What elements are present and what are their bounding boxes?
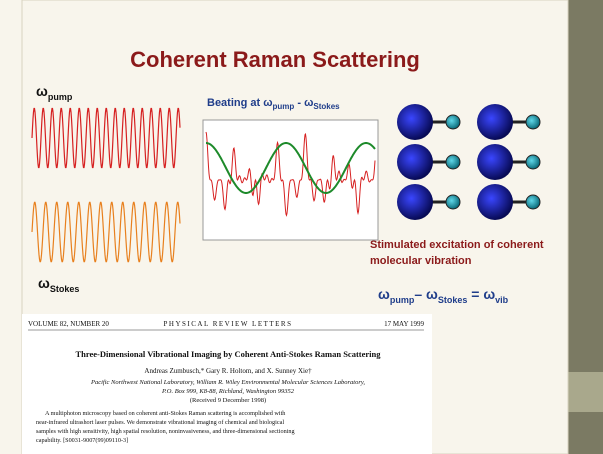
subscript: vib bbox=[495, 295, 509, 305]
atom-small bbox=[526, 115, 540, 129]
paper-journal: PHYSICAL REVIEW LETTERS bbox=[164, 320, 293, 328]
paper-received: (Received 9 December 1998) bbox=[190, 397, 266, 404]
symbol: ω bbox=[378, 286, 390, 302]
symbol: – ω bbox=[414, 286, 438, 302]
paper-date: 17 MAY 1999 bbox=[384, 320, 424, 328]
atom-small bbox=[446, 115, 460, 129]
paper-affiliation: Pacific Northwest National Laboratory, W… bbox=[90, 379, 365, 386]
page: Coherent Raman Scattering ωpump Beating … bbox=[0, 0, 603, 454]
side-bar-accent bbox=[568, 372, 603, 412]
subscript: pump bbox=[273, 102, 295, 111]
paper-abstract: samples with high sensitivity, high spat… bbox=[36, 428, 295, 435]
subscript: Stokes bbox=[313, 102, 340, 111]
paper-volume: VOLUME 82, NUMBER 20 bbox=[28, 320, 109, 328]
atom-large bbox=[477, 184, 513, 220]
atom-small bbox=[446, 155, 460, 169]
subscript: pump bbox=[390, 295, 415, 305]
slide-title: Coherent Raman Scattering bbox=[130, 47, 420, 72]
text: - ω bbox=[294, 97, 313, 109]
slide: Coherent Raman Scattering ωpump Beating … bbox=[0, 0, 603, 454]
paper-abstract: capability. [S0031-9007(99)09110-3] bbox=[36, 437, 128, 444]
subscript: Stokes bbox=[50, 284, 80, 294]
atom-small bbox=[526, 155, 540, 169]
symbol: ω bbox=[38, 275, 50, 291]
symbol: ω bbox=[36, 83, 48, 99]
atom-small bbox=[446, 195, 460, 209]
atom-large bbox=[477, 104, 513, 140]
atom-small bbox=[526, 195, 540, 209]
atom-large bbox=[397, 144, 433, 180]
subscript: Stokes bbox=[438, 295, 468, 305]
caption: Stimulated excitation of coherent bbox=[370, 239, 544, 251]
atom-large bbox=[397, 104, 433, 140]
paper-affiliation: P.O. Box 999, K8-88, Richland, Washingto… bbox=[161, 388, 295, 395]
caption: molecular vibration bbox=[370, 255, 472, 267]
paper-title: Three-Dimensional Vibrational Imaging by… bbox=[76, 349, 382, 359]
subscript: pump bbox=[48, 92, 73, 102]
atom-large bbox=[397, 184, 433, 220]
paper-authors: Andreas Zumbusch,* Gary R. Holtom, and X… bbox=[144, 367, 312, 375]
paper-abstract: A multiphoton microscopy based on cohere… bbox=[45, 410, 286, 417]
paper-abstract: near-infrared ultrashort laser pulses. W… bbox=[36, 419, 284, 426]
text: Beating at ω bbox=[207, 97, 273, 109]
atom-large bbox=[477, 144, 513, 180]
symbol: = ω bbox=[467, 286, 495, 302]
